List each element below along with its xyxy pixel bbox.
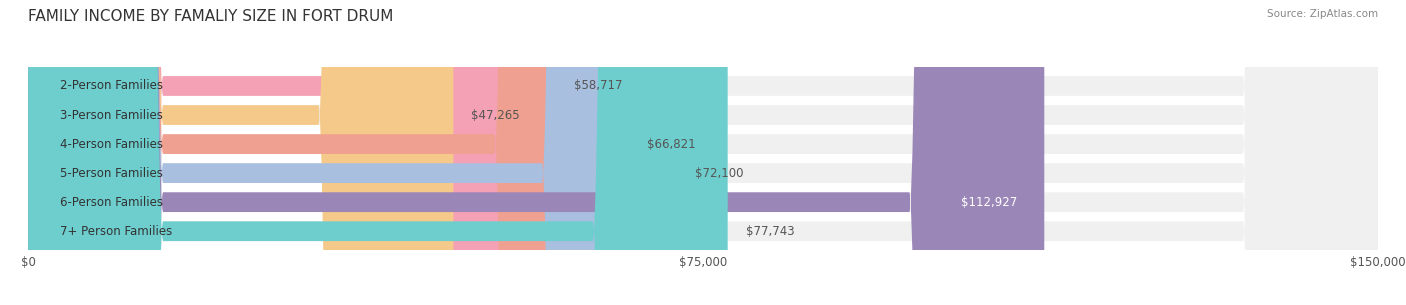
Text: $77,743: $77,743 [745, 225, 794, 238]
Text: 4-Person Families: 4-Person Families [59, 138, 163, 151]
Text: 5-Person Families: 5-Person Families [59, 167, 163, 180]
Text: 2-Person Families: 2-Person Families [59, 80, 163, 92]
FancyBboxPatch shape [28, 0, 557, 305]
FancyBboxPatch shape [28, 0, 1378, 305]
Text: 3-Person Families: 3-Person Families [59, 109, 163, 121]
FancyBboxPatch shape [28, 0, 1378, 305]
FancyBboxPatch shape [28, 0, 676, 305]
FancyBboxPatch shape [28, 0, 1378, 305]
FancyBboxPatch shape [28, 0, 1378, 305]
FancyBboxPatch shape [28, 0, 1045, 305]
Text: 7+ Person Families: 7+ Person Families [59, 225, 172, 238]
Text: $66,821: $66,821 [647, 138, 696, 151]
Text: Source: ZipAtlas.com: Source: ZipAtlas.com [1267, 9, 1378, 19]
FancyBboxPatch shape [28, 0, 630, 305]
FancyBboxPatch shape [28, 0, 453, 305]
FancyBboxPatch shape [28, 0, 1378, 305]
Text: FAMILY INCOME BY FAMALIY SIZE IN FORT DRUM: FAMILY INCOME BY FAMALIY SIZE IN FORT DR… [28, 9, 394, 24]
Text: $58,717: $58,717 [575, 80, 623, 92]
Text: $72,100: $72,100 [695, 167, 744, 180]
Text: $47,265: $47,265 [471, 109, 520, 121]
FancyBboxPatch shape [28, 0, 728, 305]
Text: 6-Person Families: 6-Person Families [59, 196, 163, 209]
Text: $112,927: $112,927 [962, 196, 1018, 209]
FancyBboxPatch shape [28, 0, 1378, 305]
